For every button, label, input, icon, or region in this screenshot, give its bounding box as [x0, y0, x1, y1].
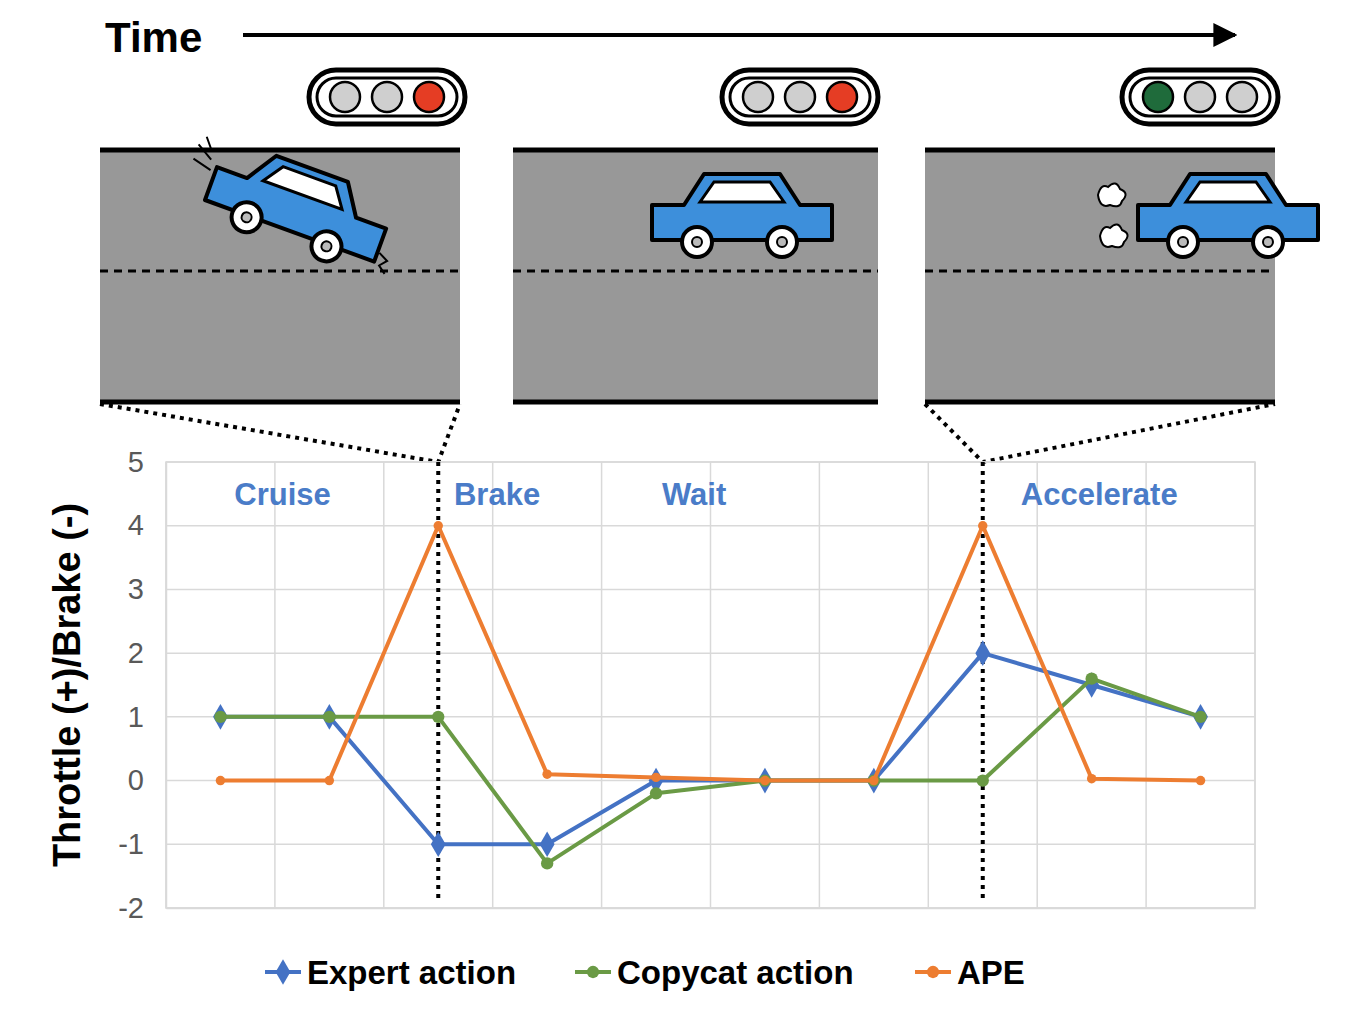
series-marker: [214, 711, 226, 723]
series-marker: [1085, 672, 1097, 684]
series-line: [220, 679, 1200, 864]
series-marker: [869, 776, 878, 785]
y-tick: 2: [128, 637, 166, 669]
y-tick: 1: [128, 701, 166, 733]
time-label: Time: [105, 14, 202, 61]
car: [1138, 174, 1318, 257]
road-panel: [513, 150, 878, 402]
series-marker: [1194, 711, 1206, 723]
legend-marker: [587, 966, 599, 978]
x-grid: [819, 462, 821, 908]
x-grid: [274, 462, 276, 908]
grid: [166, 462, 1255, 908]
series-marker: [432, 711, 444, 723]
x-grid: [710, 462, 712, 908]
time-arrow: [243, 33, 1235, 37]
x-grid: [601, 462, 603, 908]
series-marker: [760, 776, 769, 785]
series-marker: [541, 857, 553, 869]
legend-item: Expert action: [265, 954, 516, 991]
y-tick: 0: [128, 764, 166, 796]
y-tick-label: 4: [128, 509, 144, 541]
plot-frame: [166, 462, 1255, 908]
legend-label: Copycat action: [617, 954, 854, 991]
y-tick-label: -2: [118, 892, 144, 924]
series-marker: [978, 521, 987, 530]
legend-marker: [927, 966, 939, 978]
series-marker: [975, 640, 990, 666]
legend: Expert action Copycat action APE: [265, 954, 1025, 991]
exhaust-puff: [1098, 183, 1126, 206]
traffic-light: [1122, 70, 1278, 124]
x-grid: [383, 462, 385, 908]
y-tick-label: 2: [128, 637, 144, 669]
exhaust-puff: [1100, 224, 1128, 247]
x-grid: [1036, 462, 1038, 908]
y-tick-label: 3: [128, 573, 144, 605]
series-marker: [323, 711, 335, 723]
connectors: [100, 404, 1275, 462]
series-marker: [1087, 774, 1096, 783]
phase-label: Accelerate: [1021, 477, 1178, 512]
plot-area: [213, 521, 1208, 870]
phase-label: Brake: [454, 477, 540, 512]
phase-label: Cruise: [234, 477, 330, 512]
x-grid: [928, 462, 930, 908]
legend-item: Copycat action: [575, 954, 854, 991]
series-marker: [434, 521, 443, 530]
y-tick: -1: [118, 828, 166, 860]
series-line: [220, 526, 1200, 781]
series-line: [220, 653, 1200, 844]
y-axis-title: Throttle (+)/Brake (-): [46, 503, 88, 867]
x-grid: [1145, 462, 1147, 908]
series-marker: [651, 773, 660, 782]
road-panel: [100, 150, 460, 402]
legend-label: APE: [957, 954, 1025, 991]
y-tick-label: 1: [128, 701, 144, 733]
illustration: Time: [100, 14, 1318, 462]
car: [652, 174, 832, 257]
series-marker: [325, 776, 334, 785]
y-tick: 5: [128, 446, 166, 478]
x-grid: [492, 462, 494, 908]
series-marker: [322, 704, 337, 730]
series-marker: [216, 776, 225, 785]
legend-marker: [276, 959, 291, 985]
y-tick: -2: [118, 892, 166, 924]
legend-label: Expert action: [307, 954, 516, 991]
legend-item: APE: [915, 954, 1025, 991]
y-axis: -2 -1 0 1 2 3 4 5: [118, 446, 166, 924]
y-tick-label: -1: [118, 828, 144, 860]
road-panel: [925, 150, 1275, 402]
traffic-light: [309, 70, 465, 124]
y-tick: 4: [128, 509, 166, 541]
phase-label: Wait: [662, 477, 726, 512]
series-marker: [542, 769, 551, 778]
series-marker: [977, 774, 989, 786]
series-marker: [431, 831, 446, 857]
y-tick: 3: [128, 573, 166, 605]
series-marker: [759, 774, 771, 786]
series-marker: [650, 787, 662, 799]
y-tick-label: 0: [128, 764, 144, 796]
y-tick-label: 5: [128, 446, 144, 478]
series-marker: [1196, 776, 1205, 785]
chart: Time -2 -1 0 1 2 3 4 5 Throttle (+)/Brake (-) Crui…: [0, 0, 1350, 1020]
series-marker: [213, 704, 228, 730]
traffic-light: [722, 70, 878, 124]
series-marker: [1193, 704, 1208, 730]
series-marker: [868, 774, 880, 786]
car: [176, 129, 410, 282]
